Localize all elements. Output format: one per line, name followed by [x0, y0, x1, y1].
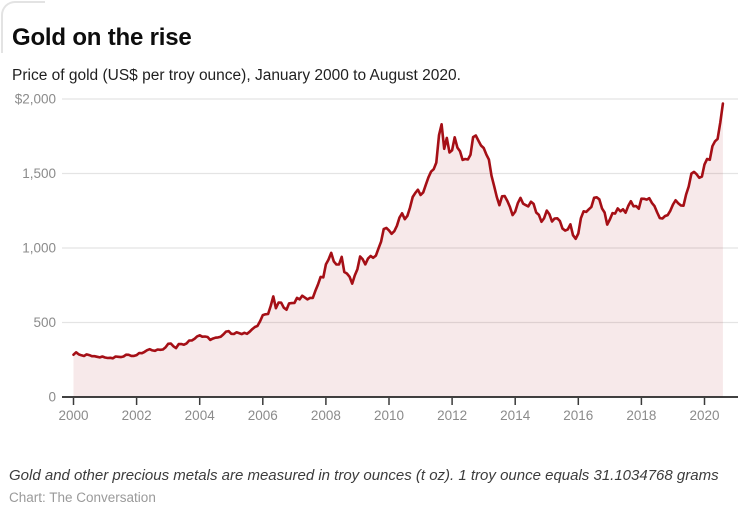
- page-title: Gold on the rise: [12, 24, 192, 52]
- x-axis-label: 2004: [185, 408, 216, 423]
- x-axis-label: 2018: [626, 408, 656, 423]
- price-line: [72, 102, 725, 360]
- x-axis-label: 2002: [122, 408, 152, 423]
- x-axis-label: 2006: [248, 408, 278, 423]
- y-axis-label: 1,500: [22, 166, 56, 181]
- x-axis-label: 2014: [500, 408, 531, 423]
- footnote: Gold and other precious metals are measu…: [9, 467, 719, 484]
- price-area: [73, 103, 723, 397]
- x-axis-label: 2012: [437, 408, 467, 423]
- y-axis-label: 500: [33, 315, 56, 330]
- x-axis-label: 2020: [689, 408, 719, 423]
- page-subtitle: Price of gold (US$ per troy ounce), Janu…: [12, 66, 461, 84]
- gold-price-chart: 2000 2002 2004 2006 2008 2010 2012 2014 2016 2018…: [0, 85, 754, 425]
- x-axis-label: 2000: [58, 408, 88, 423]
- chart-attribution: Chart: The Conversation: [9, 489, 156, 505]
- x-axis-label: 2010: [374, 408, 404, 423]
- x-axis-label: 2008: [311, 408, 341, 423]
- y-axis-label: $2,000: [15, 92, 56, 107]
- y-axis-label: 0: [48, 390, 56, 405]
- y-axis-label: 1,000: [22, 241, 56, 256]
- gold-price-area-chart: 2000 2002 2004 2006 2008 2010 2012 2014 2016 2018…: [15, 92, 738, 423]
- x-axis-label: 2016: [563, 408, 593, 423]
